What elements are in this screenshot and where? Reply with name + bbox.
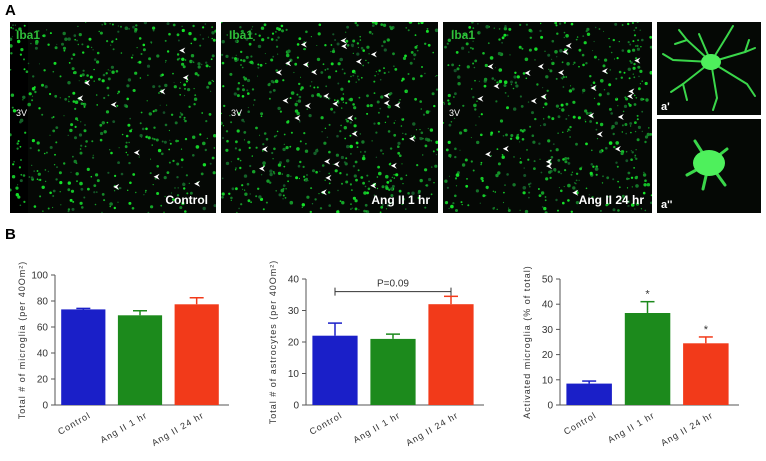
x-tick-label: Control xyxy=(562,410,598,437)
chart-1: 0 20 40 60 80 100 Total # of microglia (per 40… xyxy=(17,261,229,448)
bar xyxy=(117,315,163,405)
y-tick-label: 30 xyxy=(288,306,300,317)
y-tick-label: 20 xyxy=(542,350,554,361)
micrograph-angii-1hr: Iba1 3V Ang II 1 hr xyxy=(221,22,438,213)
micrograph-angii-24hr: Iba1 3V Ang II 24 hr xyxy=(443,22,652,213)
y-axis-label: Total # of astrocytes (per 40Om²) xyxy=(268,260,278,425)
chart-3: 0 10 20 30 40 50 Activated microglia (% of tot… xyxy=(522,265,739,448)
micrograph-control-texture xyxy=(10,22,216,213)
x-tick-label: Control xyxy=(56,410,92,437)
x-tick-label: Control xyxy=(308,410,344,437)
arrowhead-markers xyxy=(259,37,416,196)
ventricle-region xyxy=(10,22,28,213)
y-tick-label: 20 xyxy=(288,338,300,349)
micrograph-control: Iba1 3V Control xyxy=(10,22,216,213)
bar xyxy=(683,343,729,405)
micrograph-angii-24hr-texture xyxy=(443,22,652,213)
chart-2: 0 10 20 30 40 Total # of astrocytes (per 40Om… xyxy=(268,260,484,448)
x-tick-label: Ang II 24 hr xyxy=(150,410,206,448)
y-axis-label: Activated microglia (% of total) xyxy=(522,265,532,419)
comparison-bracket: P=0.09 xyxy=(334,279,452,296)
condition-label: Ang II 1 hr xyxy=(371,193,430,207)
condition-label: Ang II 24 hr xyxy=(578,193,644,207)
bar xyxy=(174,304,219,406)
y-tick-label: 80 xyxy=(37,297,49,308)
x-tick-label: Ang II 24 hr xyxy=(404,410,460,448)
inset-a-prime: a' xyxy=(657,22,761,115)
bar xyxy=(428,304,474,405)
y-tick-label: 10 xyxy=(542,375,554,386)
x-tick-label: Ang II 1 hr xyxy=(99,410,149,445)
arrowhead-markers xyxy=(77,47,201,190)
arrowhead-markers xyxy=(477,42,641,196)
tissue-speckle xyxy=(443,22,652,213)
y-tick-label: 60 xyxy=(37,323,49,334)
y-tick-label: 50 xyxy=(542,275,554,286)
bar xyxy=(61,309,106,405)
significance-marker: * xyxy=(704,324,709,336)
significance-marker: * xyxy=(645,289,650,301)
y-tick-label: 40 xyxy=(542,300,554,311)
inset-label: a' xyxy=(661,101,670,113)
stain-label: Iba1 xyxy=(16,28,41,42)
y-tick-label: 0 xyxy=(547,401,553,412)
inset-label: a'' xyxy=(661,199,673,211)
tissue-speckle xyxy=(221,22,438,213)
p-value-label: P=0.09 xyxy=(377,279,409,290)
panel-b-letter: B xyxy=(5,226,16,243)
stain-label: Iba1 xyxy=(229,28,254,42)
ramified-microglia-cell xyxy=(662,25,756,111)
micrograph-angii-1hr-texture xyxy=(221,22,438,213)
x-tick-label: Ang II 24 hr xyxy=(659,410,715,448)
y-tick-label: 20 xyxy=(37,375,49,386)
y-tick-label: 10 xyxy=(288,369,300,380)
third-ventricle-label: 3V xyxy=(16,108,28,118)
stain-label: Iba1 xyxy=(451,28,476,42)
bar xyxy=(566,383,612,405)
y-tick-label: 0 xyxy=(42,401,48,412)
tissue-speckle xyxy=(10,22,216,213)
bar xyxy=(370,338,416,405)
y-tick-label: 40 xyxy=(37,349,49,360)
x-tick-label: Ang II 1 hr xyxy=(352,410,402,445)
x-tick-label: Ang II 1 hr xyxy=(606,410,656,445)
bar xyxy=(624,313,671,405)
y-tick-label: 40 xyxy=(288,275,300,286)
inset-a-double-prime: a'' xyxy=(657,119,761,213)
panel-a-letter: A xyxy=(5,2,16,19)
bar xyxy=(312,335,358,405)
y-axis-label: Total # of microglia (per 40Om²) xyxy=(17,261,27,420)
y-tick-label: 0 xyxy=(293,401,299,412)
third-ventricle-label: 3V xyxy=(231,108,243,118)
activated-microglia-cell xyxy=(685,139,729,191)
condition-label: Control xyxy=(165,193,208,207)
y-tick-label: 100 xyxy=(31,271,48,282)
third-ventricle-label: 3V xyxy=(449,108,461,118)
y-tick-label: 30 xyxy=(542,325,554,336)
